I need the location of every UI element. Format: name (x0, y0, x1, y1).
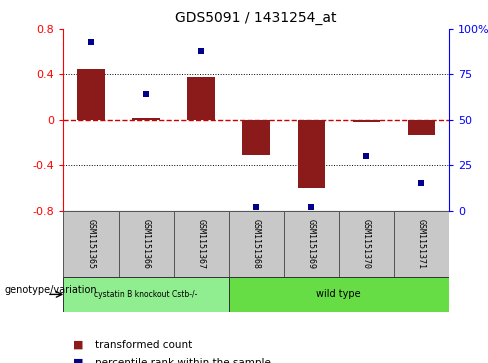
Text: wild type: wild type (317, 289, 361, 299)
Text: GSM1151369: GSM1151369 (307, 219, 316, 269)
Bar (339, 211, 394, 277)
Bar (394, 211, 449, 277)
Bar (174, 211, 229, 277)
Text: GSM1151365: GSM1151365 (86, 219, 96, 269)
Text: GSM1151367: GSM1151367 (197, 219, 205, 269)
Bar (119, 211, 174, 277)
Text: ■: ■ (73, 340, 84, 350)
Text: GSM1151371: GSM1151371 (417, 219, 426, 269)
Text: cystatin B knockout Cstb-/-: cystatin B knockout Cstb-/- (94, 290, 198, 299)
Bar (229, 211, 284, 277)
Bar (229, 277, 449, 312)
Bar (243, 120, 270, 155)
Bar (63, 211, 119, 277)
Bar (284, 211, 339, 277)
Text: GSM1151368: GSM1151368 (252, 219, 261, 269)
Bar (298, 120, 325, 188)
Text: ■: ■ (73, 358, 84, 363)
Bar (132, 118, 160, 120)
Text: percentile rank within the sample: percentile rank within the sample (95, 358, 271, 363)
Text: genotype/variation: genotype/variation (5, 285, 98, 295)
Bar (407, 120, 435, 135)
Bar (77, 69, 105, 120)
Text: GSM1151370: GSM1151370 (362, 219, 371, 269)
Bar (353, 120, 380, 122)
Bar (63, 277, 229, 312)
Bar (187, 77, 215, 120)
Title: GDS5091 / 1431254_at: GDS5091 / 1431254_at (176, 11, 337, 25)
Text: GSM1151366: GSM1151366 (142, 219, 151, 269)
Text: transformed count: transformed count (95, 340, 192, 350)
